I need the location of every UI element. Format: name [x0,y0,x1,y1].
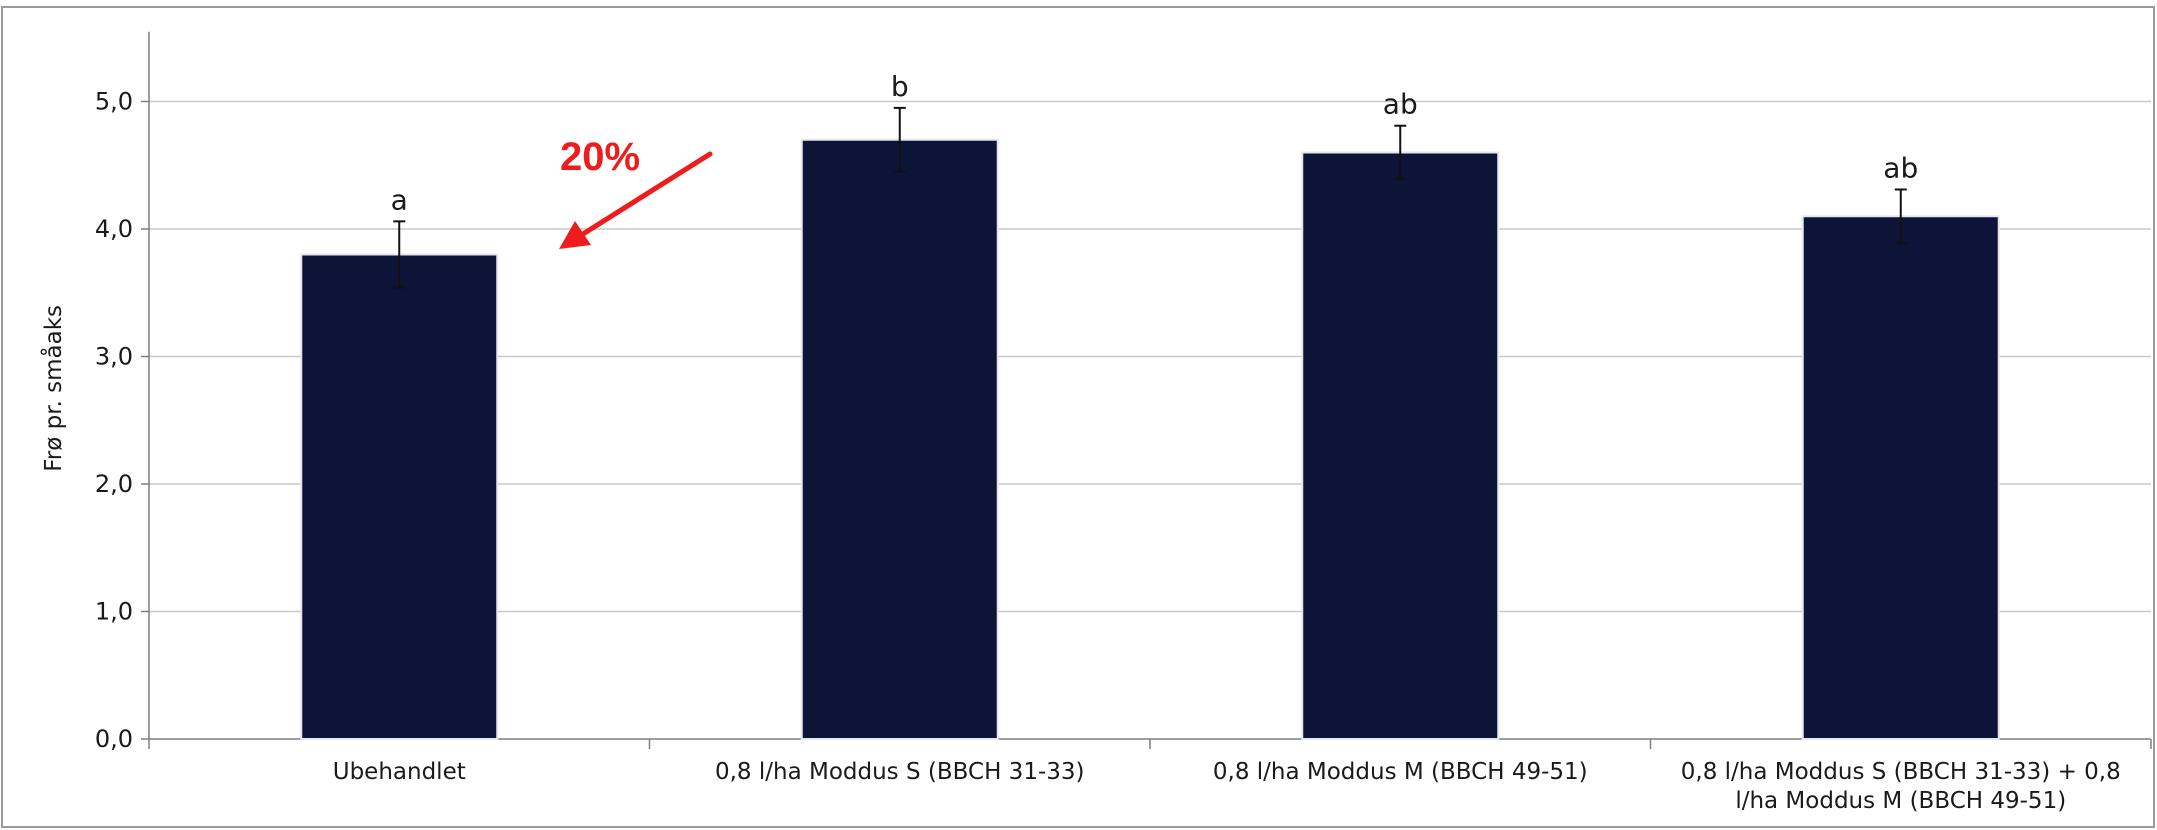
y-tick-label: 0,0 [95,725,133,753]
category-label: 0,8 l/ha Moddus S (BBCH 31-33) [715,759,1085,785]
annotation-arrow-head [559,221,591,249]
category-label: 0,8 l/ha Moddus M (BBCH 49-51) [1213,759,1588,785]
y-tick-label: 3,0 [95,343,133,371]
bar [1801,215,2000,740]
significance-letter: b [891,70,909,103]
category-label: l/ha Moddus M (BBCH 49-51) [1735,788,2066,814]
chart-frame: 0,0 1,0 2,0 3,0 4,0 5,0 Frø pr. småaks a Ubehand… [1,6,2155,828]
bar [1301,151,1500,740]
significance-letter: a [391,183,408,216]
annotation-arrow [580,151,713,237]
bar [300,253,499,740]
significance-letter: ab [1383,88,1418,121]
y-tick-label: 1,0 [95,598,133,626]
category-label: 0,8 l/ha Moddus S (BBCH 31-33) + 0,8 [1681,759,2121,785]
y-tick-label: 4,0 [95,215,133,243]
bar [800,138,999,740]
y-tick-label: 5,0 [95,88,133,116]
annotation-label: 20% [560,135,640,179]
category-label: Ubehandlet [333,759,466,785]
significance-letter: ab [1883,151,1918,184]
y-tick-label: 2,0 [95,470,133,498]
y-axis-label: Frø pr. småaks [39,305,67,472]
bar-chart: 0,0 1,0 2,0 3,0 4,0 5,0 Frø pr. småaks a Ubehand… [39,31,2152,814]
